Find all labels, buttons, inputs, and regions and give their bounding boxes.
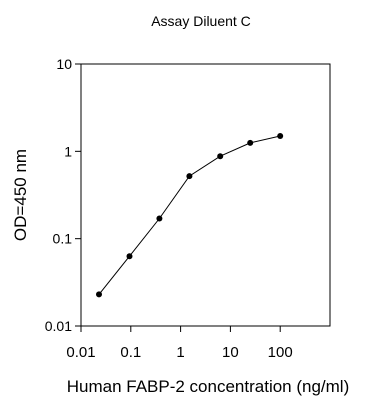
data-point [247,139,254,146]
data-point [96,291,102,298]
y-axis-label: OD=450 nm [11,149,30,241]
y-tick-label: 0.01 [45,318,72,334]
data-point [156,215,163,222]
y-tick-label: 10 [56,56,72,72]
y-tick-label: 0.1 [53,231,73,247]
x-axis-label: Human FABP-2 concentration (ng/ml) [67,377,350,396]
plot-area: 0.01 0.1 1 10 0.01 0.1 1 10 100 [45,56,331,361]
x-tick-label: 0.1 [120,344,141,361]
series-line [98,135,281,295]
x-tick-label: 1 [176,344,184,361]
x-tick-label: 10 [222,344,239,361]
chart-title: Assay Diluent C [151,13,251,29]
data-point [126,253,133,260]
data-point [186,173,193,180]
x-tick-label: 0.01 [66,344,95,361]
data-point [217,153,224,160]
plot-frame [80,63,331,327]
data-point [277,133,284,139]
x-tick-label: 100 [268,344,293,361]
y-tick-label: 1 [64,143,72,159]
